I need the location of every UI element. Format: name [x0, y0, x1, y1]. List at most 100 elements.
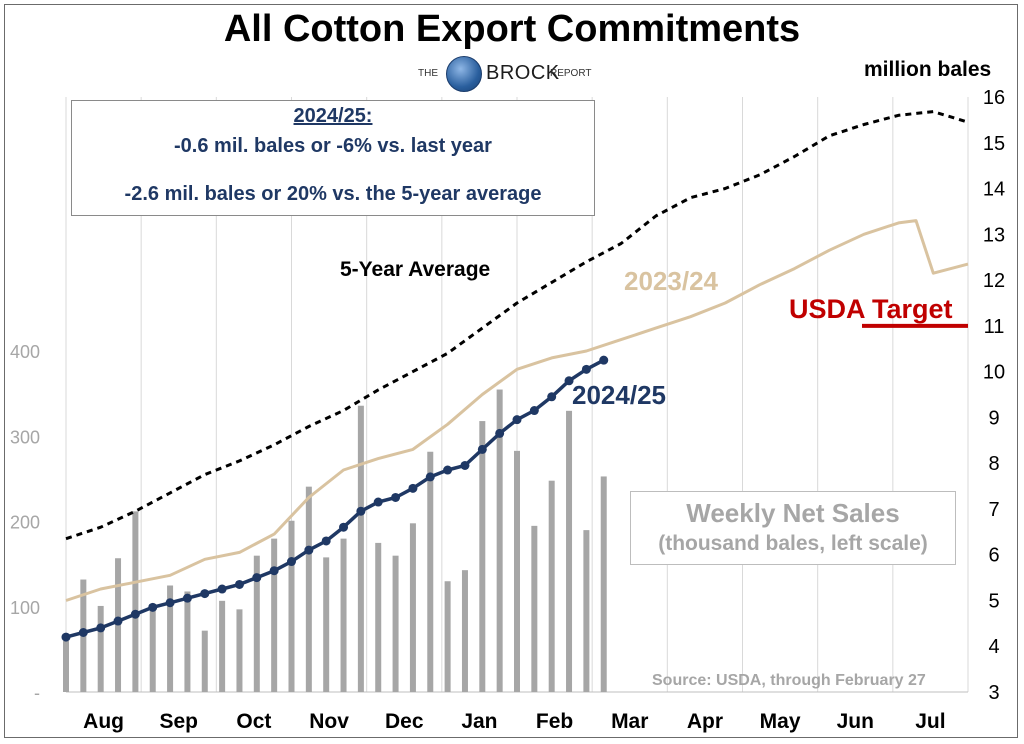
- series-2024-25-point: [339, 522, 349, 532]
- x-tick-label: Oct: [236, 710, 271, 733]
- logo-the: THE: [418, 68, 438, 79]
- weekly-sales-bar: [271, 538, 278, 692]
- series-2024-25-point: [477, 444, 487, 454]
- right-tick-label: 13: [983, 224, 1005, 246]
- weekly-sales-bar: [63, 640, 69, 692]
- brock-report-logo: THE BROCK REPORT: [418, 56, 618, 92]
- chart-frame: [4, 4, 1018, 738]
- right-tick-label: 4: [988, 636, 999, 658]
- x-tick-label: Jul: [915, 710, 945, 733]
- left-tick-label: 100: [10, 598, 40, 618]
- left-tick-label: 200: [10, 513, 40, 533]
- weekly-sales-legend-title: Weekly Net Sales: [686, 498, 900, 528]
- weekly-sales-bar: [409, 523, 416, 692]
- series-2024-25-point: [252, 573, 262, 583]
- right-tick-label: 10: [983, 362, 1005, 384]
- series-2024-25-point: [460, 460, 470, 470]
- series-2024-25-point: [425, 472, 435, 482]
- summary-heading: 2024/25:: [293, 105, 373, 127]
- weekly-sales-bar: [531, 525, 538, 692]
- globe-icon: [446, 56, 482, 92]
- summary-line-1: -0.6 mil. bales or -6% vs. last year: [174, 135, 492, 157]
- weekly-sales-bar: [323, 557, 330, 692]
- right-tick-label: 16: [983, 87, 1005, 109]
- weekly-sales-bar: [461, 570, 468, 692]
- series-2024-25-line: [65, 358, 605, 639]
- weekly-sales-bar: [496, 389, 503, 692]
- weekly-sales-bar: [600, 476, 607, 692]
- series-2024-25-point: [217, 584, 227, 594]
- series-2024-25-point: [512, 415, 522, 425]
- weekly-sales-bar: [444, 581, 451, 692]
- weekly-sales-bar: [566, 410, 573, 692]
- right-tick-label: 8: [988, 453, 999, 475]
- logo-report: REPORT: [550, 68, 592, 79]
- series-2024-25-point: [234, 579, 244, 589]
- source-note: Source: USDA, through February 27: [652, 672, 926, 689]
- left-tick-label: 300: [10, 427, 40, 447]
- right-tick-label: 6: [988, 545, 999, 567]
- series-2024-25-point: [96, 623, 106, 633]
- weekly-sales-bar: [375, 542, 382, 692]
- weekly-sales-bar: [583, 530, 590, 692]
- series-2024-25-point: [547, 392, 557, 402]
- series-2024-25-point: [148, 602, 158, 612]
- weekly-sales-bar: [427, 451, 434, 692]
- right-tick-label: 3: [988, 682, 999, 704]
- five-year-average-line: [65, 110, 969, 541]
- weekly-sales-bar: [288, 520, 295, 692]
- series-label-2023-24: 2023/24: [624, 266, 718, 296]
- series-2024-25-point: [529, 406, 539, 416]
- series-2024-25-point: [581, 364, 591, 374]
- right-tick-label: 7: [988, 499, 999, 521]
- series-2024-25-point: [165, 598, 175, 608]
- weekly-sales-bar: [132, 511, 139, 692]
- series-2024-25-point: [200, 589, 210, 599]
- weekly-sales-bar: [340, 538, 347, 692]
- weekly-sales-bar: [97, 605, 104, 692]
- weekly-sales-bar: [479, 421, 486, 692]
- x-tick-label: Apr: [687, 710, 723, 733]
- series-2024-25-point: [599, 355, 609, 365]
- usda-target-label: USDA Target: [789, 294, 953, 324]
- summary-box: 2024/25: -0.6 mil. bales or -6% vs. last…: [71, 100, 595, 216]
- series-2024-25-point: [564, 376, 574, 386]
- series-2024-25-point: [182, 593, 192, 603]
- left-tick-label: -: [34, 683, 40, 703]
- weekly-sales-bar: [392, 555, 399, 692]
- weekly-sales-bar: [236, 609, 243, 692]
- weekly-sales-bar: [184, 591, 191, 692]
- weekly-sales-legend-box: Weekly Net Sales (thousand bales, left s…: [630, 491, 956, 565]
- right-tick-label: 14: [983, 179, 1005, 201]
- weekly-sales-bar: [357, 405, 364, 692]
- series-2024-25-point: [443, 465, 453, 475]
- series-2024-25-point: [113, 616, 123, 626]
- x-tick-label: Jun: [837, 710, 874, 733]
- series-label-2024-25: 2024/25: [572, 380, 666, 410]
- right-tick-label: 15: [983, 133, 1005, 155]
- weekly-sales-bar: [548, 480, 555, 692]
- series-2024-25-point: [408, 483, 418, 493]
- x-tick-label: May: [760, 710, 801, 733]
- x-tick-label: Aug: [83, 710, 124, 733]
- weekly-sales-legend-subtitle: (thousand bales, left scale): [658, 532, 928, 555]
- right-tick-label: 11: [984, 316, 1005, 338]
- left-tick-label: 400: [10, 342, 40, 362]
- x-tick-label: Sep: [159, 710, 198, 733]
- series-2024-25-point: [61, 632, 71, 642]
- right-tick-label: 5: [988, 590, 999, 612]
- series-2024-25-point: [287, 557, 296, 567]
- series-2024-25-point: [304, 545, 314, 555]
- right-axis-unit-label: million bales: [864, 58, 992, 81]
- series-label-five-year: 5-Year Average: [340, 258, 491, 281]
- weekly-sales-bar: [167, 585, 174, 692]
- series-2024-25-point: [269, 566, 279, 576]
- weekly-sales-bar: [514, 450, 520, 692]
- series-2024-25-point: [495, 428, 505, 438]
- series-2024-25-point: [373, 497, 383, 507]
- x-tick-label: Mar: [611, 710, 648, 733]
- series-2024-25-point: [321, 536, 331, 546]
- weekly-sales-bar: [253, 555, 260, 692]
- weekly-sales-bar: [305, 486, 312, 692]
- logo-brand: BROCK: [486, 62, 560, 84]
